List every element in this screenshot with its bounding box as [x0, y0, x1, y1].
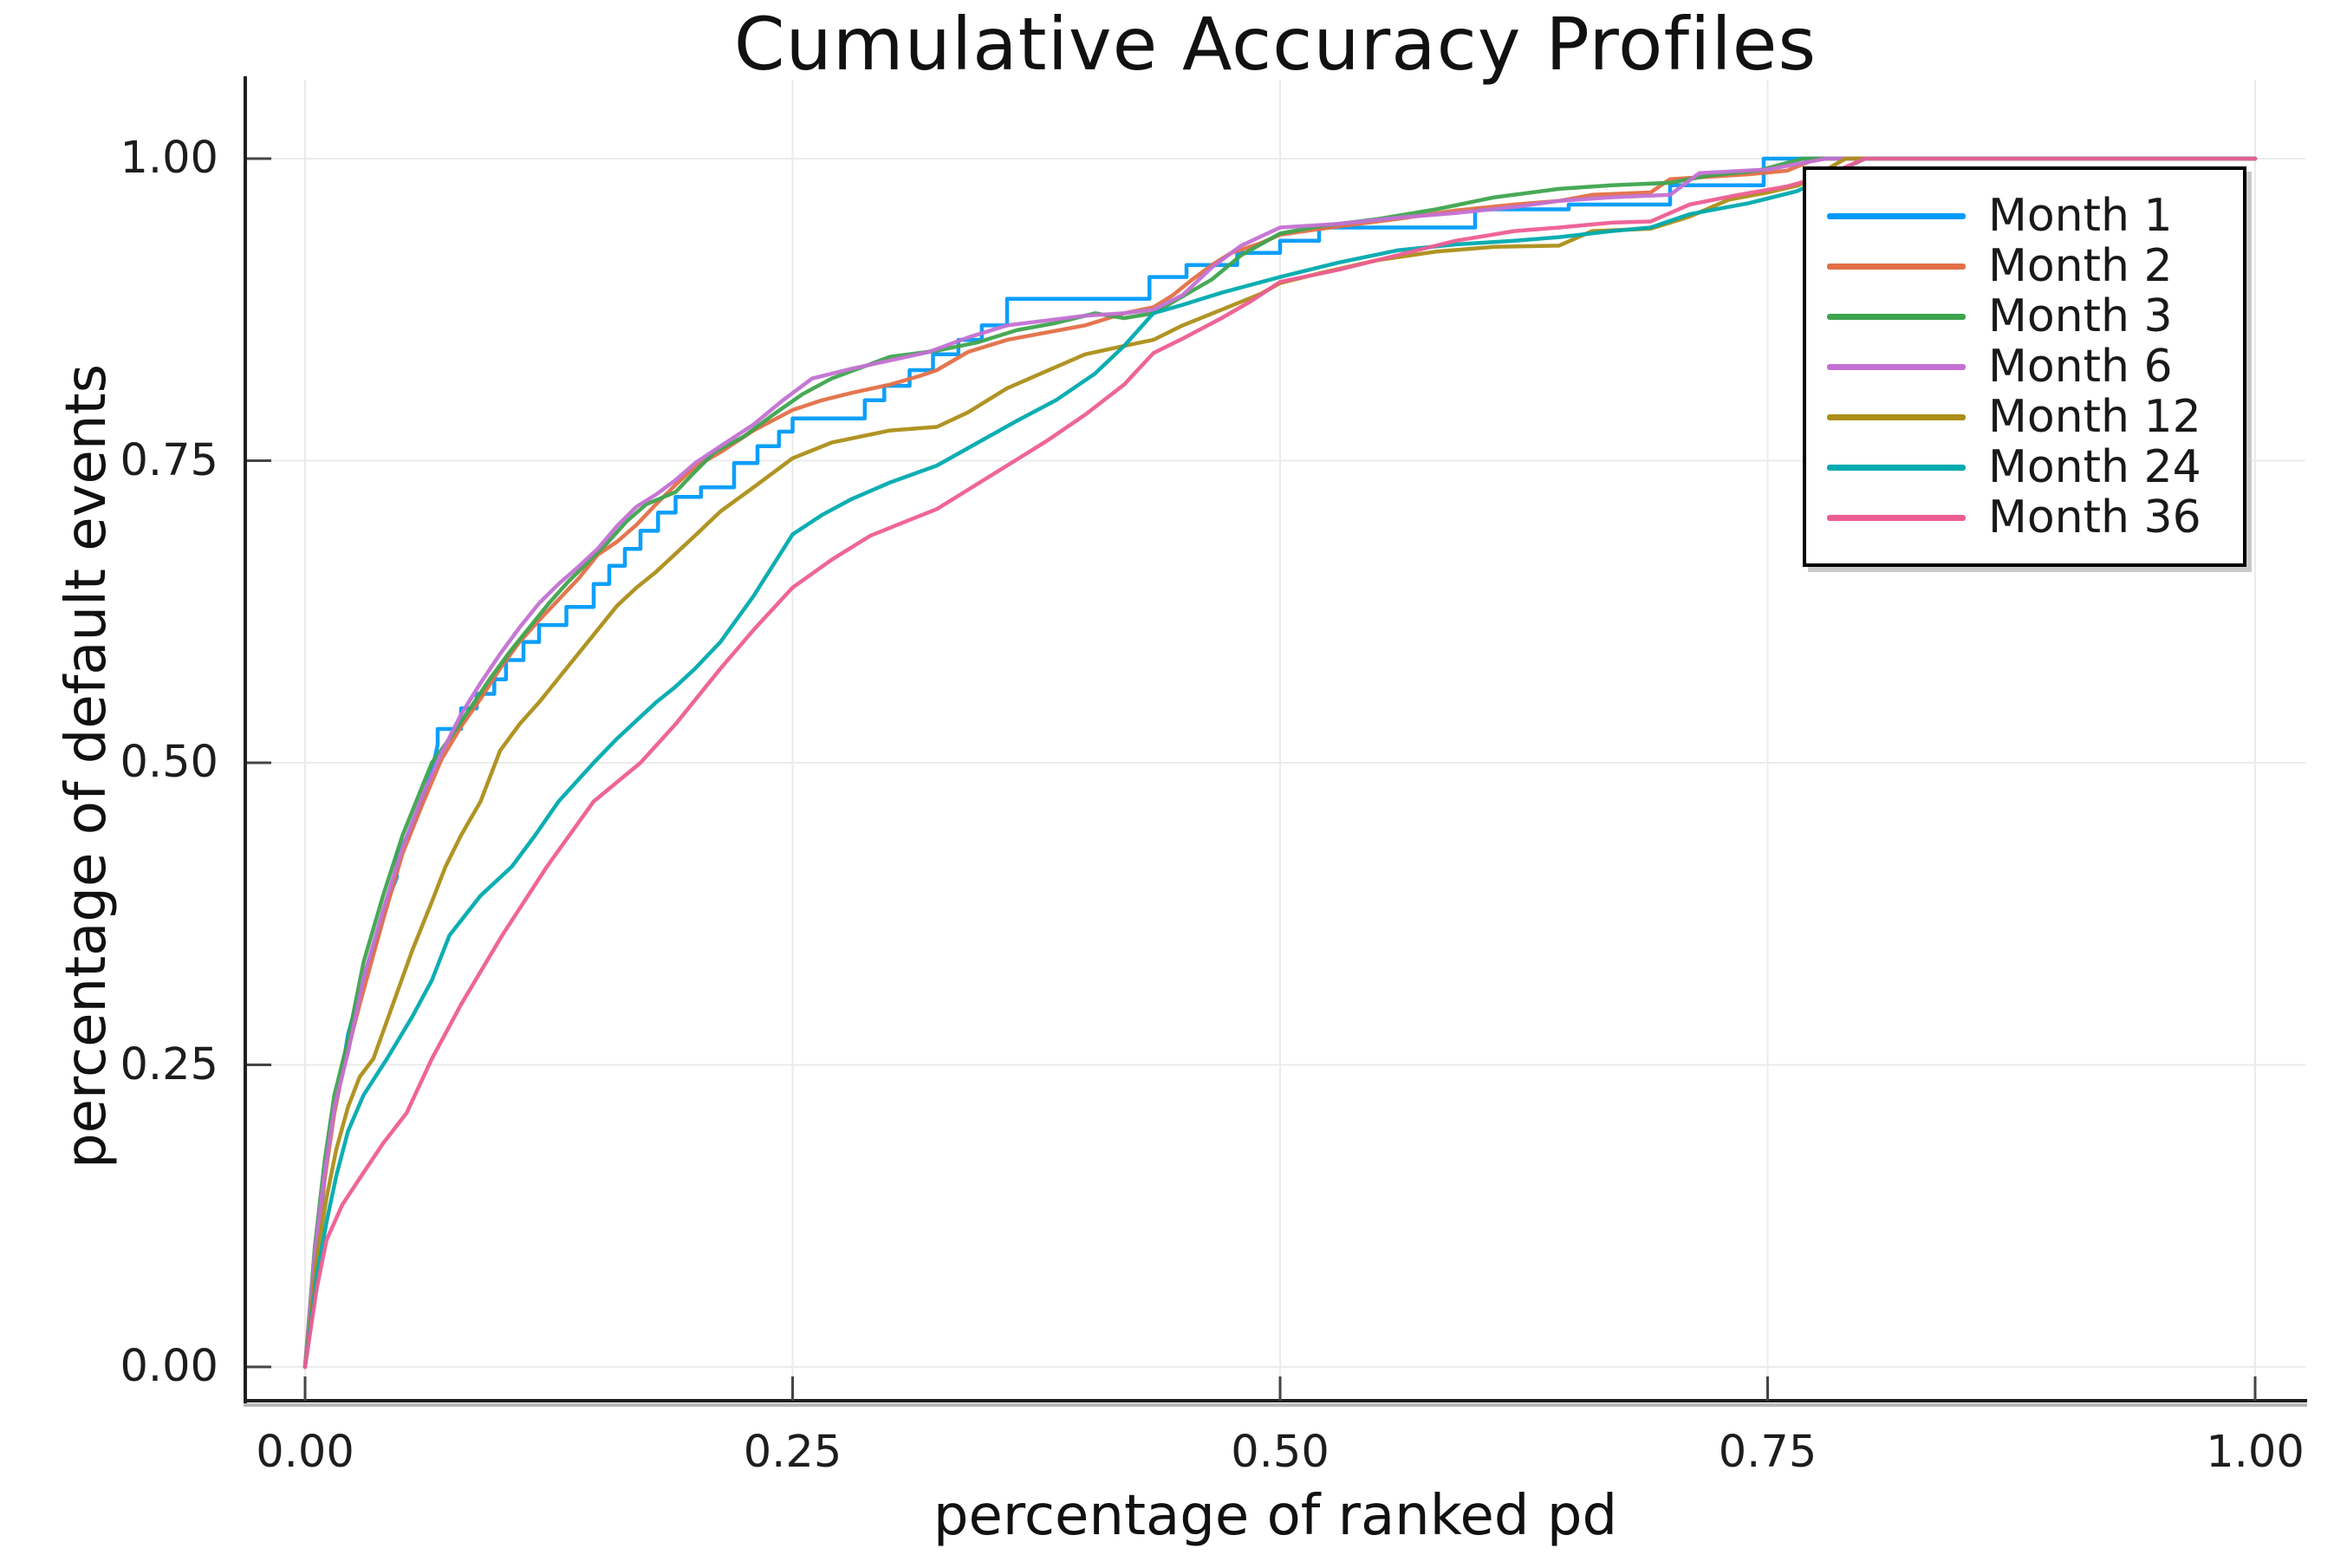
legend-label: Month 1 [1988, 190, 2173, 242]
series-line-month-2 [302, 156, 2258, 1370]
series-line-month-12 [302, 156, 2258, 1370]
series-line-month-24 [302, 156, 2258, 1370]
legend-label: Month 24 [1988, 441, 2201, 493]
legend-row: Month 36 [1827, 492, 2243, 543]
x-axis-label: percentage of ranked pd [933, 1484, 1618, 1548]
legend-label: Month 12 [1988, 391, 2201, 443]
x-tick-label: 0.75 [1718, 1427, 1817, 1478]
legend-swatch-month-3 [1827, 313, 1966, 320]
x-tick-label: 0.00 [256, 1427, 354, 1478]
legend-swatch-month-2 [1827, 263, 1966, 270]
x-tick-label: 0.50 [1231, 1427, 1330, 1478]
legend-row: Month 1 [1827, 191, 2243, 241]
legend-label: Month 2 [1988, 240, 2173, 292]
y-tick-label: 1.00 [120, 133, 218, 184]
x-tick-label: 1.00 [2206, 1427, 2305, 1478]
legend-row: Month 3 [1827, 291, 2243, 342]
chart-title: Cumulative Accuracy Profiles [733, 2, 1817, 87]
series-line-month-36 [302, 156, 2258, 1370]
legend-swatch-month-12 [1827, 413, 1966, 420]
y-tick-label: 0.50 [120, 737, 218, 788]
legend-row: Month 6 [1827, 342, 2243, 392]
legend-row: Month 24 [1827, 442, 2243, 492]
legend-swatch-month-36 [1827, 514, 1966, 521]
y-tick-label: 0.75 [120, 434, 218, 486]
legend-swatch-month-24 [1827, 464, 1966, 471]
legend-label: Month 3 [1988, 290, 2173, 342]
series-line-month-6 [302, 156, 2258, 1370]
legend-swatch-month-6 [1827, 363, 1966, 370]
x-tick-label: 0.25 [743, 1427, 842, 1478]
legend: Month 1 Month 2 Month 3 Month 6 Month 12 Mont… [1803, 166, 2246, 567]
legend-row: Month 2 [1827, 241, 2243, 291]
legend-row: Month 12 [1827, 392, 2243, 442]
series-line-month-3 [302, 156, 2258, 1370]
legend-label: Month 6 [1988, 341, 2173, 393]
legend-swatch-month-1 [1827, 212, 1966, 219]
y-tick-label: 0.25 [120, 1038, 218, 1090]
legend-label: Month 36 [1988, 491, 2201, 543]
y-tick-label: 0.00 [120, 1341, 218, 1392]
